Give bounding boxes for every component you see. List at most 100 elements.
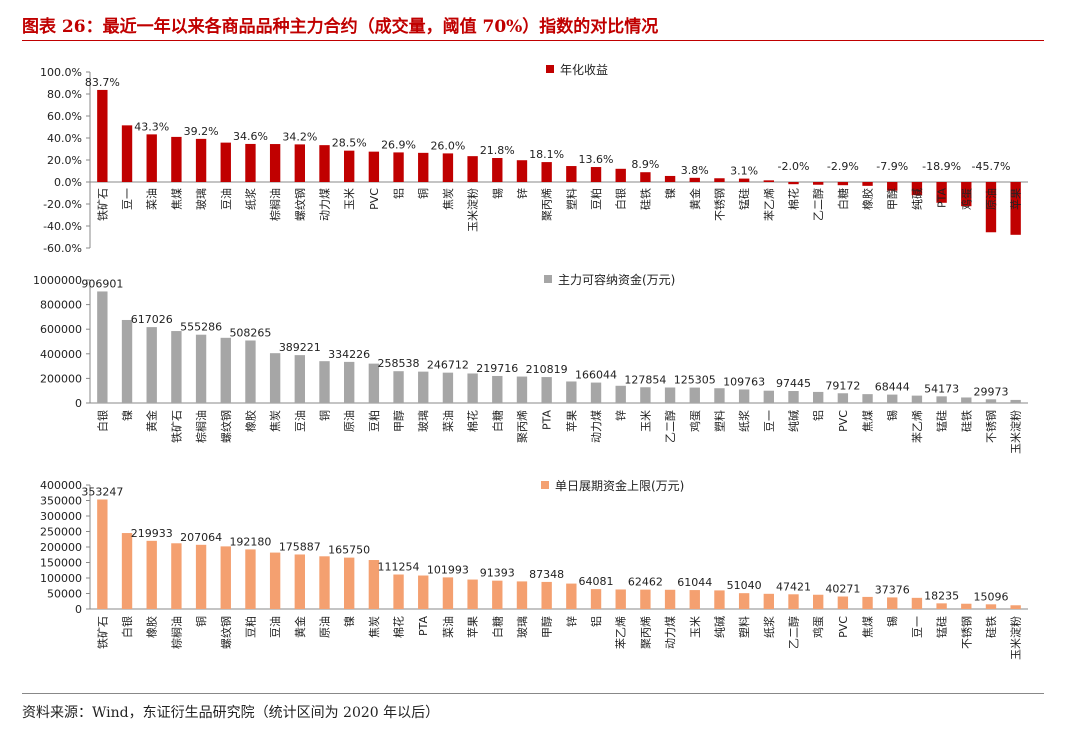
data-label: 111254 [378,561,420,574]
category-label: 焦煤 [862,616,875,638]
rollover-limit-chart: 0 50000 100000 150000 200000 250000 300000 3500… [40,478,1028,660]
category-label: 锡 [885,410,899,421]
y-tick-label: -60.0% [43,242,82,255]
category-label: 玉米 [639,410,652,432]
bar [146,134,157,182]
data-label: 165750 [328,544,370,557]
category-label: 原油 [318,616,332,638]
category-label: 豆粕 [589,188,603,210]
category-label: 锌 [564,616,578,627]
bar [294,144,305,182]
category-label: 豆粕 [243,616,257,638]
bar [97,499,108,609]
bar [121,319,133,403]
bar [492,158,503,182]
data-label: 219933 [131,527,173,540]
annualized-return-chart: -60.0% -40.0% -20.0% 0.0% 20.0% 40.0% 60.0% 80.… [40,63,1028,255]
bar [195,334,207,403]
bar [862,596,873,609]
y-tick-label: 1000000 [33,274,82,287]
bar [541,581,552,609]
bar [171,331,182,403]
category-label: 玻璃 [515,616,529,638]
bar [862,182,873,186]
bar [220,546,231,609]
bar [640,589,651,609]
bar [813,182,824,185]
data-label: -45.7% [972,160,1011,173]
category-label: 苯乙烯 [762,188,776,221]
bar [368,560,380,609]
data-label: 91393 [480,567,515,580]
data-label: 39.2% [184,125,219,138]
category-label: 甲醇 [392,410,406,432]
bar [664,175,676,182]
data-label: 125305 [674,374,716,387]
data-label: 97445 [776,377,811,390]
category-label: 焦炭 [442,188,455,210]
category-label: 玻璃 [416,410,430,432]
bar [689,177,700,182]
y-tick-label: 200000 [40,541,82,554]
bar [393,152,404,182]
data-label: 26.9% [381,138,416,151]
y-tick-label: 40.0% [47,132,82,145]
bar [541,377,552,403]
data-label: 334226 [328,348,370,361]
data-label: 62462 [628,576,663,589]
category-label: 螺纹钢 [293,188,307,221]
category-label: 不锈钢 [960,616,973,649]
bar [813,594,824,609]
category-label: 纯碱 [911,188,924,210]
bar [788,182,799,185]
category-label: 锡 [885,616,899,627]
category-label: 苹果 [466,616,480,638]
category-label: 硅铁 [985,616,998,638]
data-label: 207064 [180,531,222,544]
bar [220,337,231,403]
bar [887,597,898,609]
bar [418,575,429,609]
category-label: 玉米淀粉 [1009,410,1023,454]
data-label: 353247 [81,485,123,498]
category-label: 白糖 [490,410,504,432]
bar [171,543,182,609]
bar [220,142,231,182]
bar [146,327,157,403]
y-tick-label: 800000 [40,299,82,312]
y-tick-label: 150000 [40,557,82,570]
category-label: 纯碱 [713,616,726,638]
bar [566,381,577,403]
category-label: 锰硅 [737,188,751,210]
category-label: 鸡蛋 [688,410,702,432]
bar [961,397,972,403]
bar [911,395,923,403]
source-note: 资料来源：Wind，东证衍生品研究院（统计区间为 2020 年以后） [22,705,440,721]
bar [195,544,207,609]
bar [566,166,577,182]
y-tick-label: 400000 [40,479,82,492]
data-label: 617026 [131,313,173,326]
y-tick-label: 0 [75,603,82,616]
category-label: 苯乙烯 [614,616,628,649]
bar [714,590,725,609]
data-label: 3.1% [730,165,758,178]
category-label: 锰硅 [935,410,949,432]
y-tick-label: 100000 [40,572,82,585]
category-label: 豆一 [911,616,924,638]
bar [936,603,947,609]
y-tick-label: 60.0% [47,110,82,123]
bar [245,143,256,182]
category-label: 菜油 [441,616,455,638]
legend-label: 主力可容纳资金(万元) [558,272,675,287]
category-label: 橡胶 [145,616,159,638]
bar [615,168,626,182]
bar [269,144,281,182]
category-label: 乙二醇 [787,616,801,649]
bar [640,172,651,182]
category-label: 棉花 [466,410,480,432]
bar [738,178,750,182]
data-label: 175887 [279,540,321,553]
category-label: 乙二醇 [811,188,825,221]
category-label: 镍 [342,616,356,627]
